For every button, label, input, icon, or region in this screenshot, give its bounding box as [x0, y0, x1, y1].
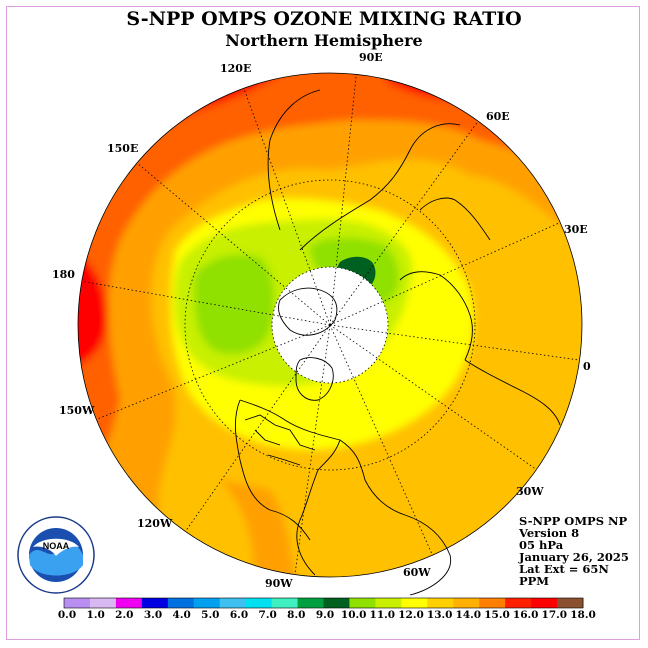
lon-label-0: 0 — [583, 360, 591, 373]
north-america-west-coast — [234, 399, 311, 541]
colorbar-swatch — [375, 598, 402, 608]
lon-label-120e: 120E — [220, 62, 251, 75]
colorbar-swatch — [141, 598, 169, 608]
colorbar-swatch — [219, 598, 247, 608]
colorbar — [63, 597, 584, 609]
colorbar-swatch — [297, 598, 324, 608]
colorbar-tick-label: 7.0 — [258, 609, 277, 621]
graticule — [81, 74, 580, 575]
asia-coast — [299, 123, 461, 251]
logo-text: NOAA — [43, 541, 70, 551]
colorbar-swatch — [349, 598, 376, 608]
lon-label-90e: 90E — [359, 51, 383, 64]
colorbar-swatch — [427, 598, 454, 608]
colorbar-outline — [63, 597, 584, 609]
colorbar-swatch — [115, 598, 143, 608]
longitude-labels: 90E 60E 30E 0 30W 60W 90W 120W 150W 180 … — [52, 51, 591, 590]
arctic-islands — [278, 287, 338, 336]
colorbar-tick-label: 0.0 — [57, 609, 77, 621]
europe-coast — [399, 271, 473, 361]
lon-label-150w: 150W — [59, 404, 95, 417]
colorbar-tick-label: 1.0 — [86, 609, 105, 621]
colorbar-tick-label: 13.0 — [426, 609, 453, 621]
latitude-circle-extent — [271, 266, 389, 384]
map-boundary — [77, 72, 583, 578]
lon-label-30w: 30W — [516, 485, 544, 498]
east-asia-coast — [267, 89, 321, 231]
colorbar-swatch — [557, 598, 584, 608]
lon-label-120w: 120W — [137, 517, 173, 530]
colorbar-tick-label: 8.0 — [287, 609, 306, 621]
image-frame — [6, 6, 640, 640]
colorbar-swatch — [531, 598, 558, 608]
colorbar-swatch — [401, 598, 428, 608]
colorbar-tick-label: 14.0 — [455, 609, 482, 621]
lon-label-60e: 60E — [486, 110, 510, 123]
lon-label-60w: 60W — [403, 566, 431, 579]
colorbar-tick-label: 16.0 — [512, 609, 539, 621]
field-11-12 — [194, 254, 275, 354]
info-line-2: Version 8 — [519, 526, 580, 540]
colorbar-swatch — [453, 598, 480, 608]
info-line-3: 05 hPa — [519, 538, 564, 552]
field-15-16 — [78, 73, 582, 577]
colorbar-swatch — [64, 598, 91, 608]
info-line-6: PPM — [519, 574, 550, 588]
africa-coast — [464, 359, 561, 426]
colorbar-tick-label: 3.0 — [143, 609, 163, 621]
colorbar-tick-label: 9.0 — [315, 609, 335, 621]
colorbar-swatch — [193, 598, 221, 608]
field-gt-17 — [78, 240, 107, 370]
colorbar-swatch — [505, 598, 532, 608]
colorbar-tick-label: 15.0 — [484, 609, 510, 621]
map-title: S-NPP OMPS OZONE MIXING RATIO — [126, 8, 522, 30]
colorbar-tick-label: 12.0 — [398, 609, 424, 621]
north-america-coast — [239, 399, 341, 576]
lon-label-180: 180 — [52, 268, 75, 281]
greenland-coast — [295, 357, 334, 401]
middle-east-coast — [419, 197, 491, 241]
lon-label-90w: 90W — [265, 577, 293, 590]
info-line-5: Lat Ext = 65N — [519, 562, 609, 576]
map-subtitle: Northern Hemisphere — [225, 31, 423, 50]
colorbar-swatch — [89, 598, 117, 608]
colorbar-tick-label: 17.0 — [541, 609, 568, 621]
colorbar-tick-label: 11.0 — [369, 609, 396, 621]
colorbar-swatch — [167, 598, 195, 608]
colorbar-swatch — [479, 598, 506, 608]
colorbar-swatch — [271, 598, 299, 608]
colorbar-swatch — [323, 598, 350, 608]
colorbar-tick-label: 4.0 — [172, 609, 191, 621]
lon-label-30e: 30E — [564, 223, 588, 236]
colorbar-tick-label: 6.0 — [229, 609, 249, 621]
colorbar-tick-label: 2.0 — [115, 609, 134, 621]
colorbar-tick-label: 5.0 — [201, 609, 220, 621]
colorbar-swatch — [245, 598, 273, 608]
latitude-circle — [184, 179, 476, 471]
info-line-1: S-NPP OMPS NP — [519, 514, 628, 528]
info-line-4: January 26, 2025 — [519, 550, 629, 564]
field-15-16 — [220, 480, 300, 577]
lon-label-150e: 150E — [107, 142, 138, 155]
colorbar-tick-label: 18.0 — [570, 609, 596, 621]
noaa-logo: NOAA — [17, 516, 95, 594]
us-state-lines — [244, 414, 316, 466]
colorbar-tick-label: 10.0 — [340, 609, 367, 621]
